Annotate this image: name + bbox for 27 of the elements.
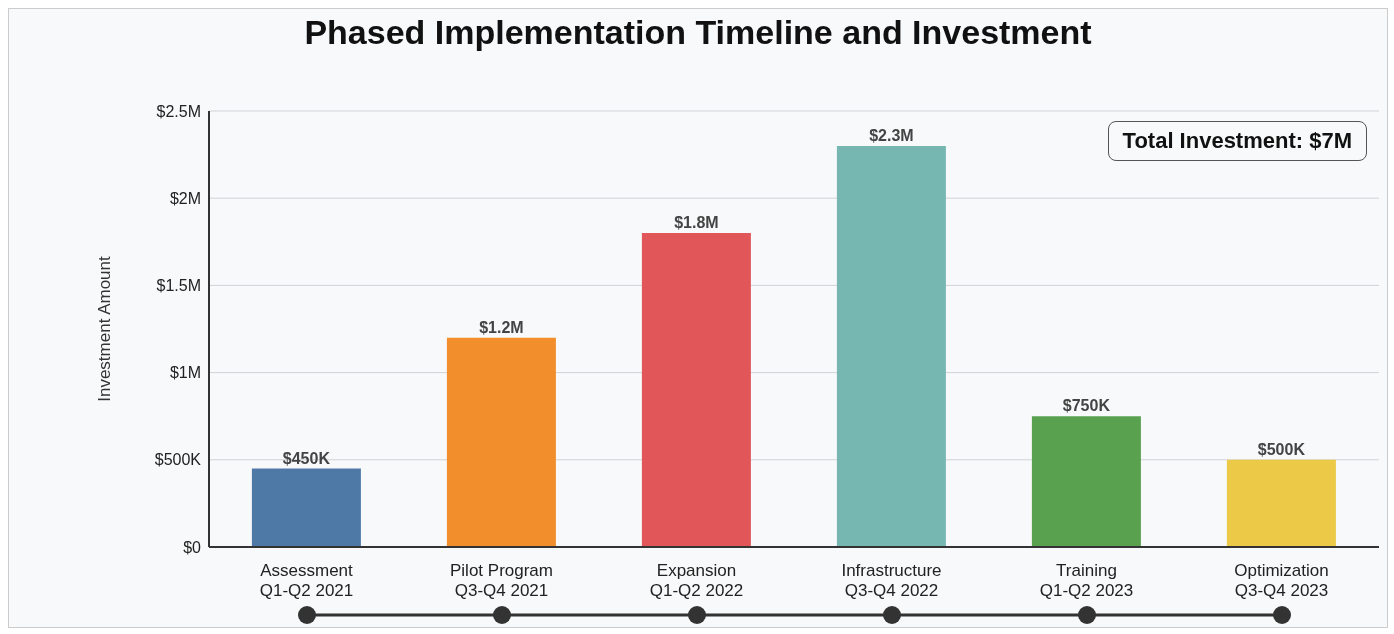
bar bbox=[1226, 459, 1336, 547]
bar bbox=[446, 337, 556, 547]
data-label: $750K bbox=[1062, 397, 1111, 415]
data-label: $1.2M bbox=[479, 318, 524, 336]
y-tick-label: $0 bbox=[183, 538, 202, 556]
bar bbox=[641, 233, 751, 547]
data-label: $2.3M bbox=[869, 126, 914, 144]
y-axis-title: Investment Amount bbox=[95, 255, 115, 402]
y-tick-label: $2M bbox=[169, 189, 201, 207]
data-label: $1.8M bbox=[674, 214, 719, 232]
x-tick-label: Expansion Q1-Q2 2022 bbox=[649, 561, 744, 600]
x-tick-label: Optimization Q3-Q4 2023 bbox=[1234, 561, 1329, 600]
y-tick-label: $500K bbox=[154, 451, 202, 469]
data-label: $500K bbox=[1257, 440, 1306, 458]
y-tick-label: $2.5M bbox=[156, 102, 201, 120]
y-tick-label: $1.5M bbox=[156, 277, 201, 295]
bar bbox=[1031, 416, 1141, 547]
data-label: $450K bbox=[282, 449, 331, 467]
x-tick-label: Pilot Program Q3-Q4 2021 bbox=[450, 561, 553, 600]
x-tick-label: Assessment Q1-Q2 2021 bbox=[259, 561, 354, 600]
annotation: Total Investment: $7M bbox=[1107, 121, 1367, 161]
y-tick-label: $1M bbox=[169, 364, 201, 382]
x-tick-label: Infrastructure Q3-Q4 2022 bbox=[841, 561, 942, 600]
bar bbox=[836, 145, 946, 547]
bar bbox=[251, 468, 361, 547]
x-tick-label: Training Q1-Q2 2023 bbox=[1039, 561, 1134, 600]
chart-title: Phased Implementation Timeline and Investment bbox=[303, 13, 1093, 52]
